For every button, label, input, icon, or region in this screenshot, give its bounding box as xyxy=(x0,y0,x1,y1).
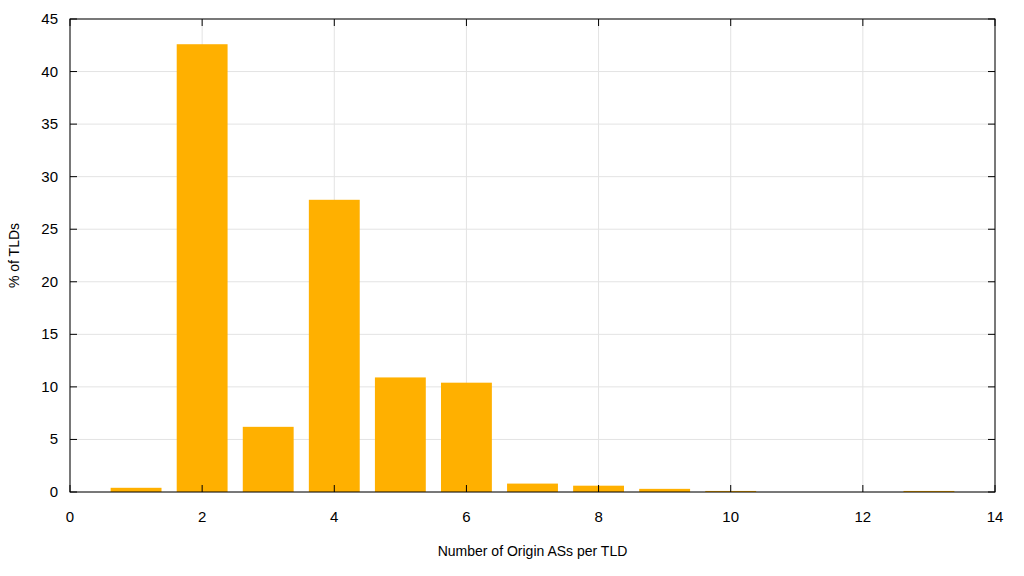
tick xyxy=(70,281,77,282)
grid-line xyxy=(862,19,863,492)
tick xyxy=(334,19,335,26)
tick xyxy=(988,334,995,335)
tick xyxy=(466,485,467,492)
tick xyxy=(70,19,77,20)
tick-label: 2 xyxy=(198,508,206,525)
tick xyxy=(70,386,77,387)
tick-label: 6 xyxy=(462,508,470,525)
tick xyxy=(466,19,467,26)
plot-frame xyxy=(70,19,995,492)
bar xyxy=(309,200,360,492)
tick xyxy=(988,492,995,493)
tick xyxy=(70,229,77,230)
tick xyxy=(70,485,71,492)
tick xyxy=(334,485,335,492)
tick xyxy=(995,485,996,492)
tick xyxy=(70,124,77,125)
tick-label: 45 xyxy=(41,10,58,27)
tick-label: 10 xyxy=(41,378,58,395)
bar xyxy=(507,484,558,492)
tick-label: 15 xyxy=(41,325,58,342)
tick xyxy=(995,19,996,26)
tick-label: 4 xyxy=(330,508,338,525)
bars xyxy=(111,44,955,492)
tick-label: 8 xyxy=(594,508,602,525)
tick-label: 0 xyxy=(50,483,58,500)
tick-label: 14 xyxy=(987,508,1004,525)
tick xyxy=(988,229,995,230)
bar xyxy=(573,486,624,492)
tick-label: 10 xyxy=(722,508,739,525)
x-axis-label: Number of Origin ASs per TLD xyxy=(438,543,628,559)
tick xyxy=(862,19,863,26)
tick xyxy=(70,492,77,493)
tick xyxy=(988,176,995,177)
tick xyxy=(988,281,995,282)
bar xyxy=(177,44,228,492)
tick xyxy=(988,124,995,125)
chart: 0 2 4 6 8 10 12 14 0 5 10 15 20 25 30 35 40 45 Number of O… xyxy=(0,0,1024,576)
tick xyxy=(70,334,77,335)
tick xyxy=(862,485,863,492)
bar xyxy=(111,488,162,492)
tick xyxy=(988,386,995,387)
tick xyxy=(202,19,203,26)
bar xyxy=(243,427,294,492)
grid-line xyxy=(730,19,731,492)
tick-label: 30 xyxy=(41,168,58,185)
y-axis-label: % of TLDs xyxy=(6,223,22,288)
tick-label: 20 xyxy=(41,273,58,290)
tick xyxy=(70,19,71,26)
tick xyxy=(730,19,731,26)
grid-line xyxy=(598,19,599,492)
bar xyxy=(375,377,426,492)
tick xyxy=(988,439,995,440)
tick xyxy=(70,439,77,440)
tick-label: 40 xyxy=(41,63,58,80)
bar xyxy=(441,383,492,492)
tick-label: 25 xyxy=(41,220,58,237)
tick-label: 0 xyxy=(66,508,74,525)
tick xyxy=(988,19,995,20)
tick xyxy=(70,176,77,177)
tick xyxy=(730,485,731,492)
tick xyxy=(598,485,599,492)
tick-label: 5 xyxy=(50,430,58,447)
tick xyxy=(598,19,599,26)
tick xyxy=(988,71,995,72)
tick-label: 12 xyxy=(855,508,872,525)
tick-label: 35 xyxy=(41,115,58,132)
tick xyxy=(70,71,77,72)
tick xyxy=(202,485,203,492)
